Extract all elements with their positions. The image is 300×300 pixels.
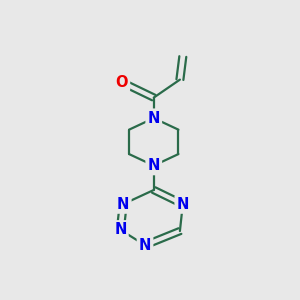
Text: N: N [148, 111, 160, 126]
Text: N: N [148, 158, 160, 173]
Text: N: N [177, 196, 189, 211]
Text: N: N [139, 238, 151, 253]
Text: N: N [117, 196, 129, 211]
Text: N: N [114, 222, 127, 237]
Text: O: O [116, 75, 128, 90]
